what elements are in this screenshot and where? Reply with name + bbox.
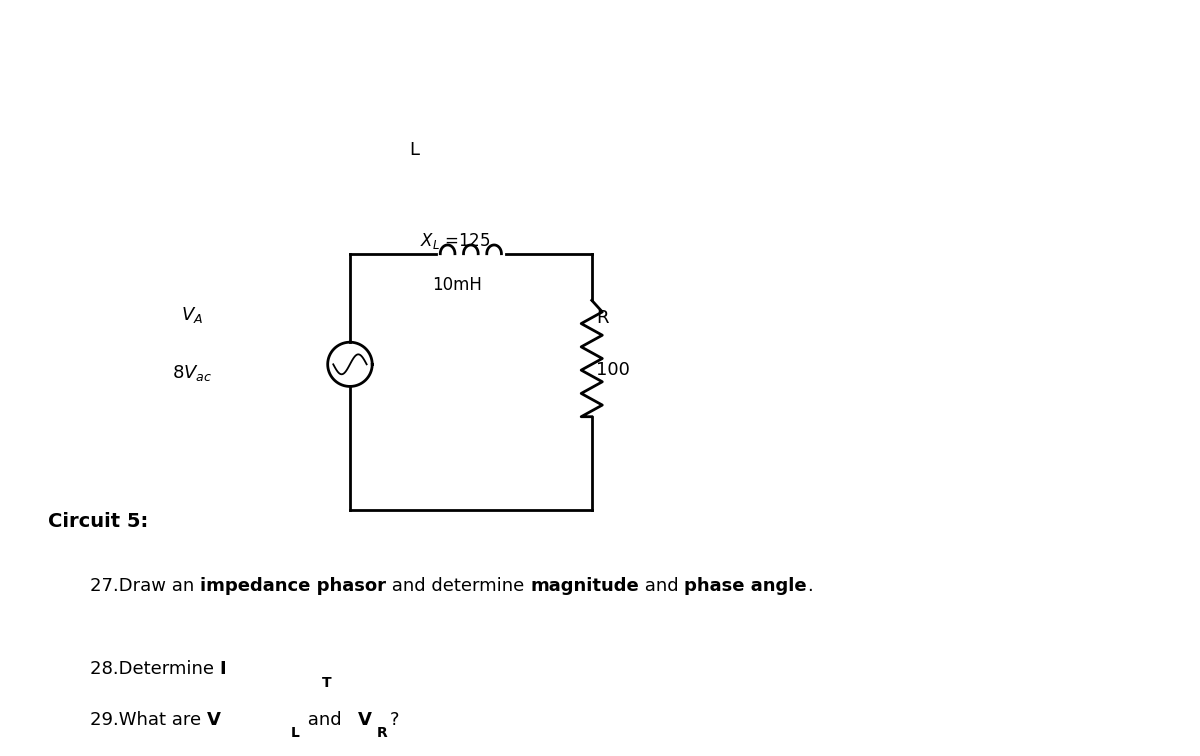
Text: T: T: [322, 676, 331, 689]
Text: and: and: [302, 711, 348, 729]
Text: L: L: [409, 141, 419, 159]
Text: 100: 100: [596, 361, 630, 380]
Text: Circuit 5:: Circuit 5:: [48, 512, 149, 531]
Text: magnitude: magnitude: [530, 577, 638, 595]
Text: .: .: [806, 577, 812, 595]
Text: $X_L$ =125: $X_L$ =125: [420, 231, 491, 250]
Text: 8$V_{ac}$: 8$V_{ac}$: [172, 363, 212, 383]
Text: impedance phasor: impedance phasor: [200, 577, 386, 595]
Text: L: L: [290, 727, 299, 740]
Text: $V_A$: $V_A$: [181, 305, 203, 325]
Text: 29.What are: 29.What are: [90, 711, 206, 729]
Text: V: V: [358, 711, 372, 729]
Text: and: and: [638, 577, 684, 595]
Text: R: R: [377, 727, 388, 740]
Text: 28.Determine: 28.Determine: [90, 660, 220, 678]
Text: R: R: [596, 308, 608, 327]
Text: 27.Draw an: 27.Draw an: [90, 577, 200, 595]
Text: ?: ?: [390, 711, 400, 729]
Text: V: V: [206, 711, 221, 729]
Text: I: I: [220, 660, 227, 678]
Text: phase angle: phase angle: [684, 577, 806, 595]
Text: 10mH: 10mH: [432, 276, 482, 294]
Text: and determine: and determine: [386, 577, 530, 595]
